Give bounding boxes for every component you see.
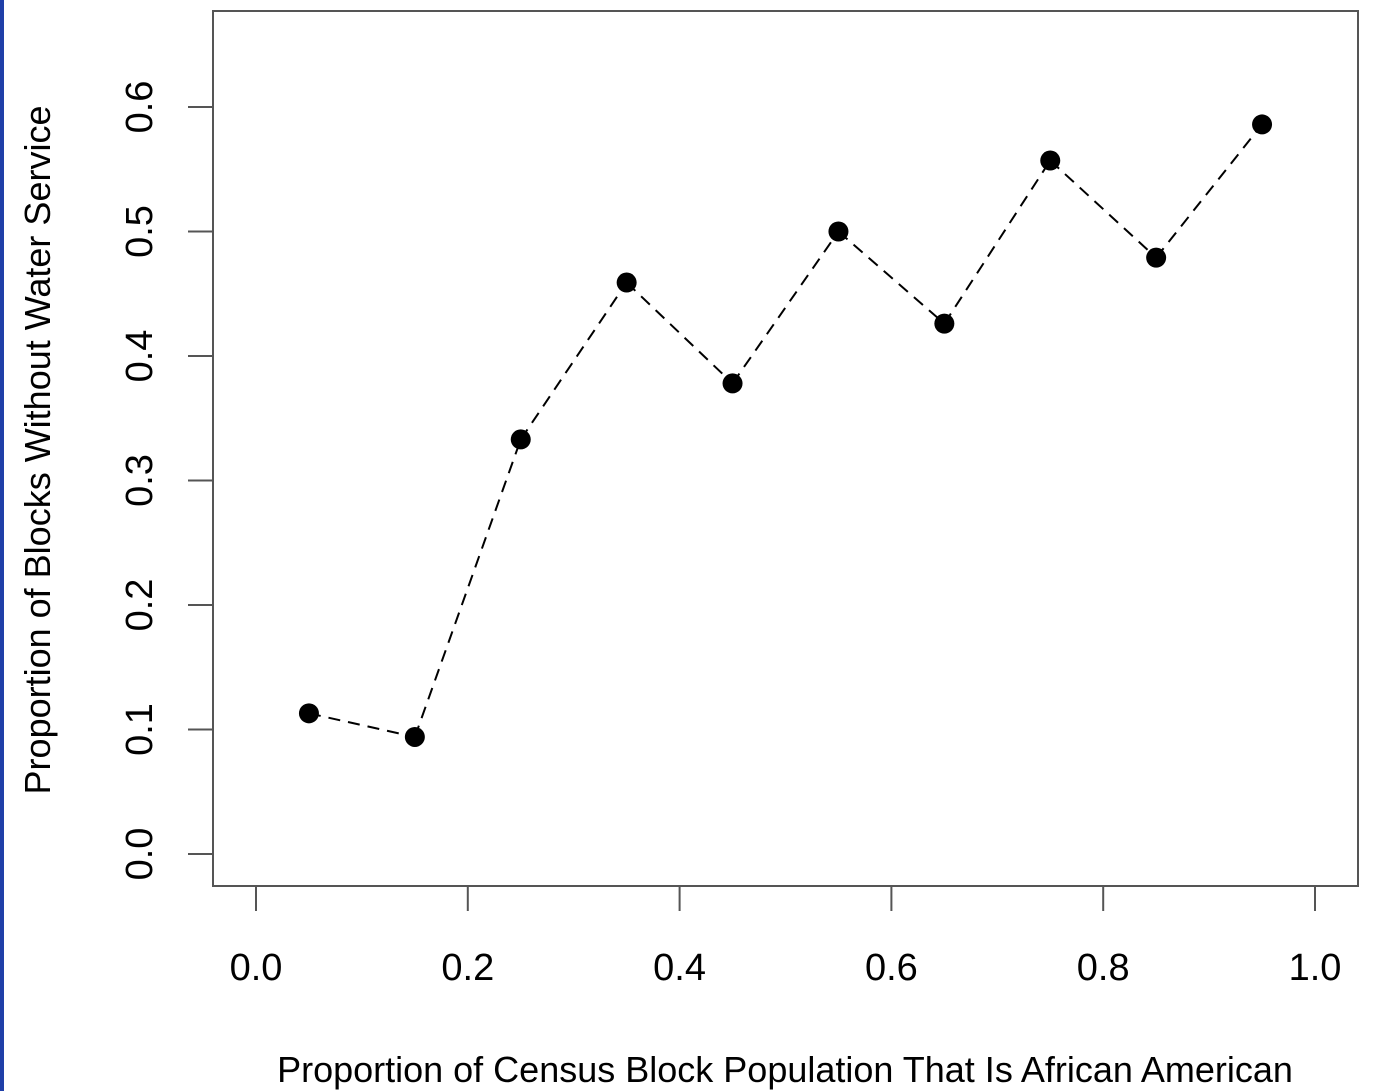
connector-segment (519, 281, 628, 440)
data-point (404, 726, 425, 747)
y-tick-label: 0.1 (119, 703, 161, 756)
data-point (934, 313, 955, 334)
x-tick-label: 1.0 (1289, 947, 1342, 989)
y-tick-label: 0.3 (119, 454, 161, 507)
accent-strip (0, 0, 4, 1091)
connector-segment (837, 230, 946, 325)
connector-segment (308, 712, 416, 738)
data-point (722, 373, 743, 394)
x-axis-title: Proportion of Census Block Population Th… (277, 1049, 1293, 1090)
data-point (1252, 114, 1273, 135)
y-tick-label: 0.6 (119, 81, 161, 134)
data-series (298, 114, 1273, 747)
data-point (1146, 247, 1167, 268)
x-tick-label: 0.2 (441, 947, 494, 989)
data-point (510, 429, 531, 450)
y-tick-label: 0.5 (119, 205, 161, 258)
x-tick-label: 0.6 (865, 947, 918, 989)
data-point (1040, 150, 1061, 171)
connector-segment (413, 439, 522, 738)
x-tick-label: 0.4 (653, 947, 706, 989)
data-point (828, 221, 849, 242)
y-tick-label: 0.0 (119, 828, 161, 881)
plot-frame (212, 10, 1359, 887)
y-axis-title: Proportion of Blocks Without Water Servi… (17, 106, 58, 795)
x-tick-label: 0.0 (230, 947, 283, 989)
x-tick-label: 0.8 (1077, 947, 1130, 989)
connector-segment (1049, 159, 1157, 259)
connector-segment (1155, 123, 1263, 259)
data-point (616, 272, 637, 293)
y-tick-label: 0.4 (119, 330, 161, 383)
connector-segment (731, 230, 840, 384)
connector-segment (943, 159, 1052, 325)
y-tick-label: 0.2 (119, 579, 161, 632)
x-axis: 0.0 0.2 0.4 0.6 0.8 1.0 (230, 885, 1342, 989)
connector-segment (625, 281, 734, 385)
y-axis: 0.0 0.1 0.2 0.3 0.4 0.5 0.6 (119, 81, 214, 881)
data-point (298, 703, 319, 724)
